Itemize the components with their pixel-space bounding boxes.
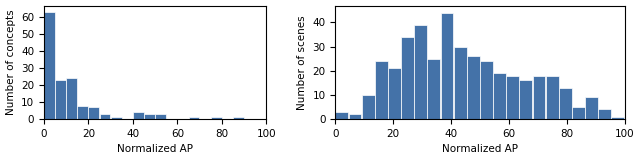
Y-axis label: Number of scenes: Number of scenes (297, 15, 307, 110)
Bar (88, 107, 99, 119)
Bar (467, 56, 480, 119)
Bar (375, 61, 388, 119)
Bar (211, 117, 221, 119)
Bar (349, 114, 362, 119)
Bar (454, 47, 467, 119)
X-axis label: Normalized AP: Normalized AP (442, 144, 518, 154)
Bar (414, 25, 427, 119)
Bar (388, 68, 401, 119)
Y-axis label: Number of concepts: Number of concepts (6, 10, 15, 115)
Bar (440, 13, 454, 119)
Bar (100, 114, 111, 119)
Bar (546, 76, 559, 119)
Bar (155, 114, 166, 119)
Bar (480, 61, 493, 119)
Bar (189, 117, 200, 119)
Bar (362, 95, 374, 119)
Bar (506, 76, 519, 119)
Bar (133, 112, 144, 119)
Bar (77, 106, 88, 119)
Bar (111, 117, 122, 119)
Bar (532, 76, 545, 119)
Bar (335, 112, 348, 119)
Bar (598, 109, 611, 119)
Bar (493, 73, 506, 119)
Bar (66, 78, 77, 119)
Bar (611, 117, 625, 119)
Bar (559, 88, 572, 119)
X-axis label: Normalized AP: Normalized AP (117, 144, 193, 154)
Bar (44, 12, 55, 119)
Bar (401, 37, 414, 119)
Bar (144, 114, 155, 119)
Bar (520, 80, 532, 119)
Bar (572, 107, 585, 119)
Bar (585, 97, 598, 119)
Bar (233, 117, 244, 119)
Bar (55, 80, 66, 119)
Bar (428, 59, 440, 119)
